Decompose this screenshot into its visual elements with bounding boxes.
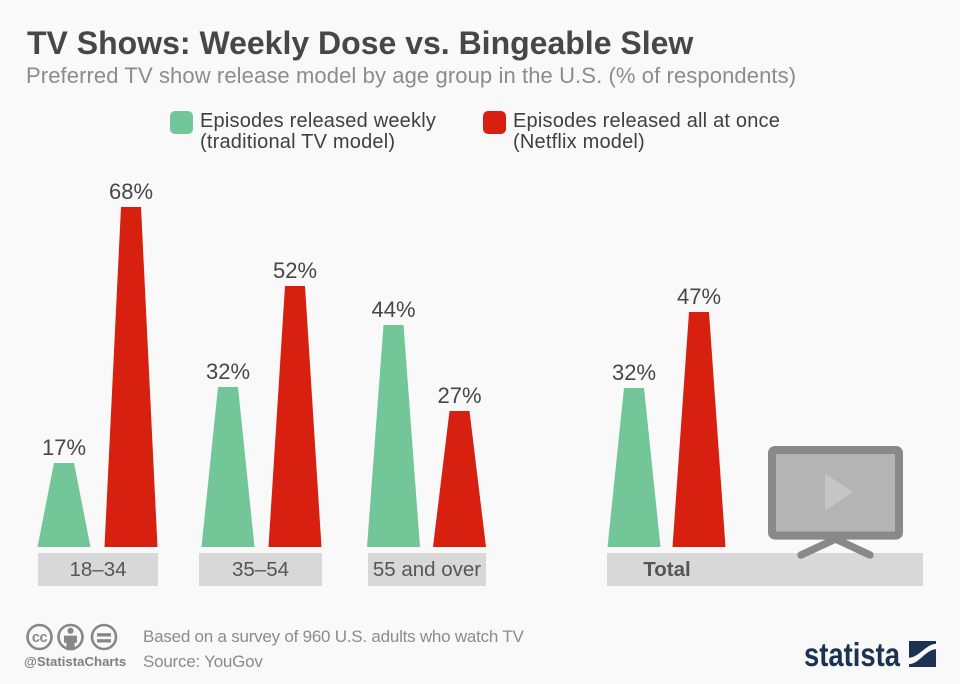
svg-text:statista: statista <box>804 636 901 672</box>
svg-text:cc: cc <box>32 630 48 646</box>
